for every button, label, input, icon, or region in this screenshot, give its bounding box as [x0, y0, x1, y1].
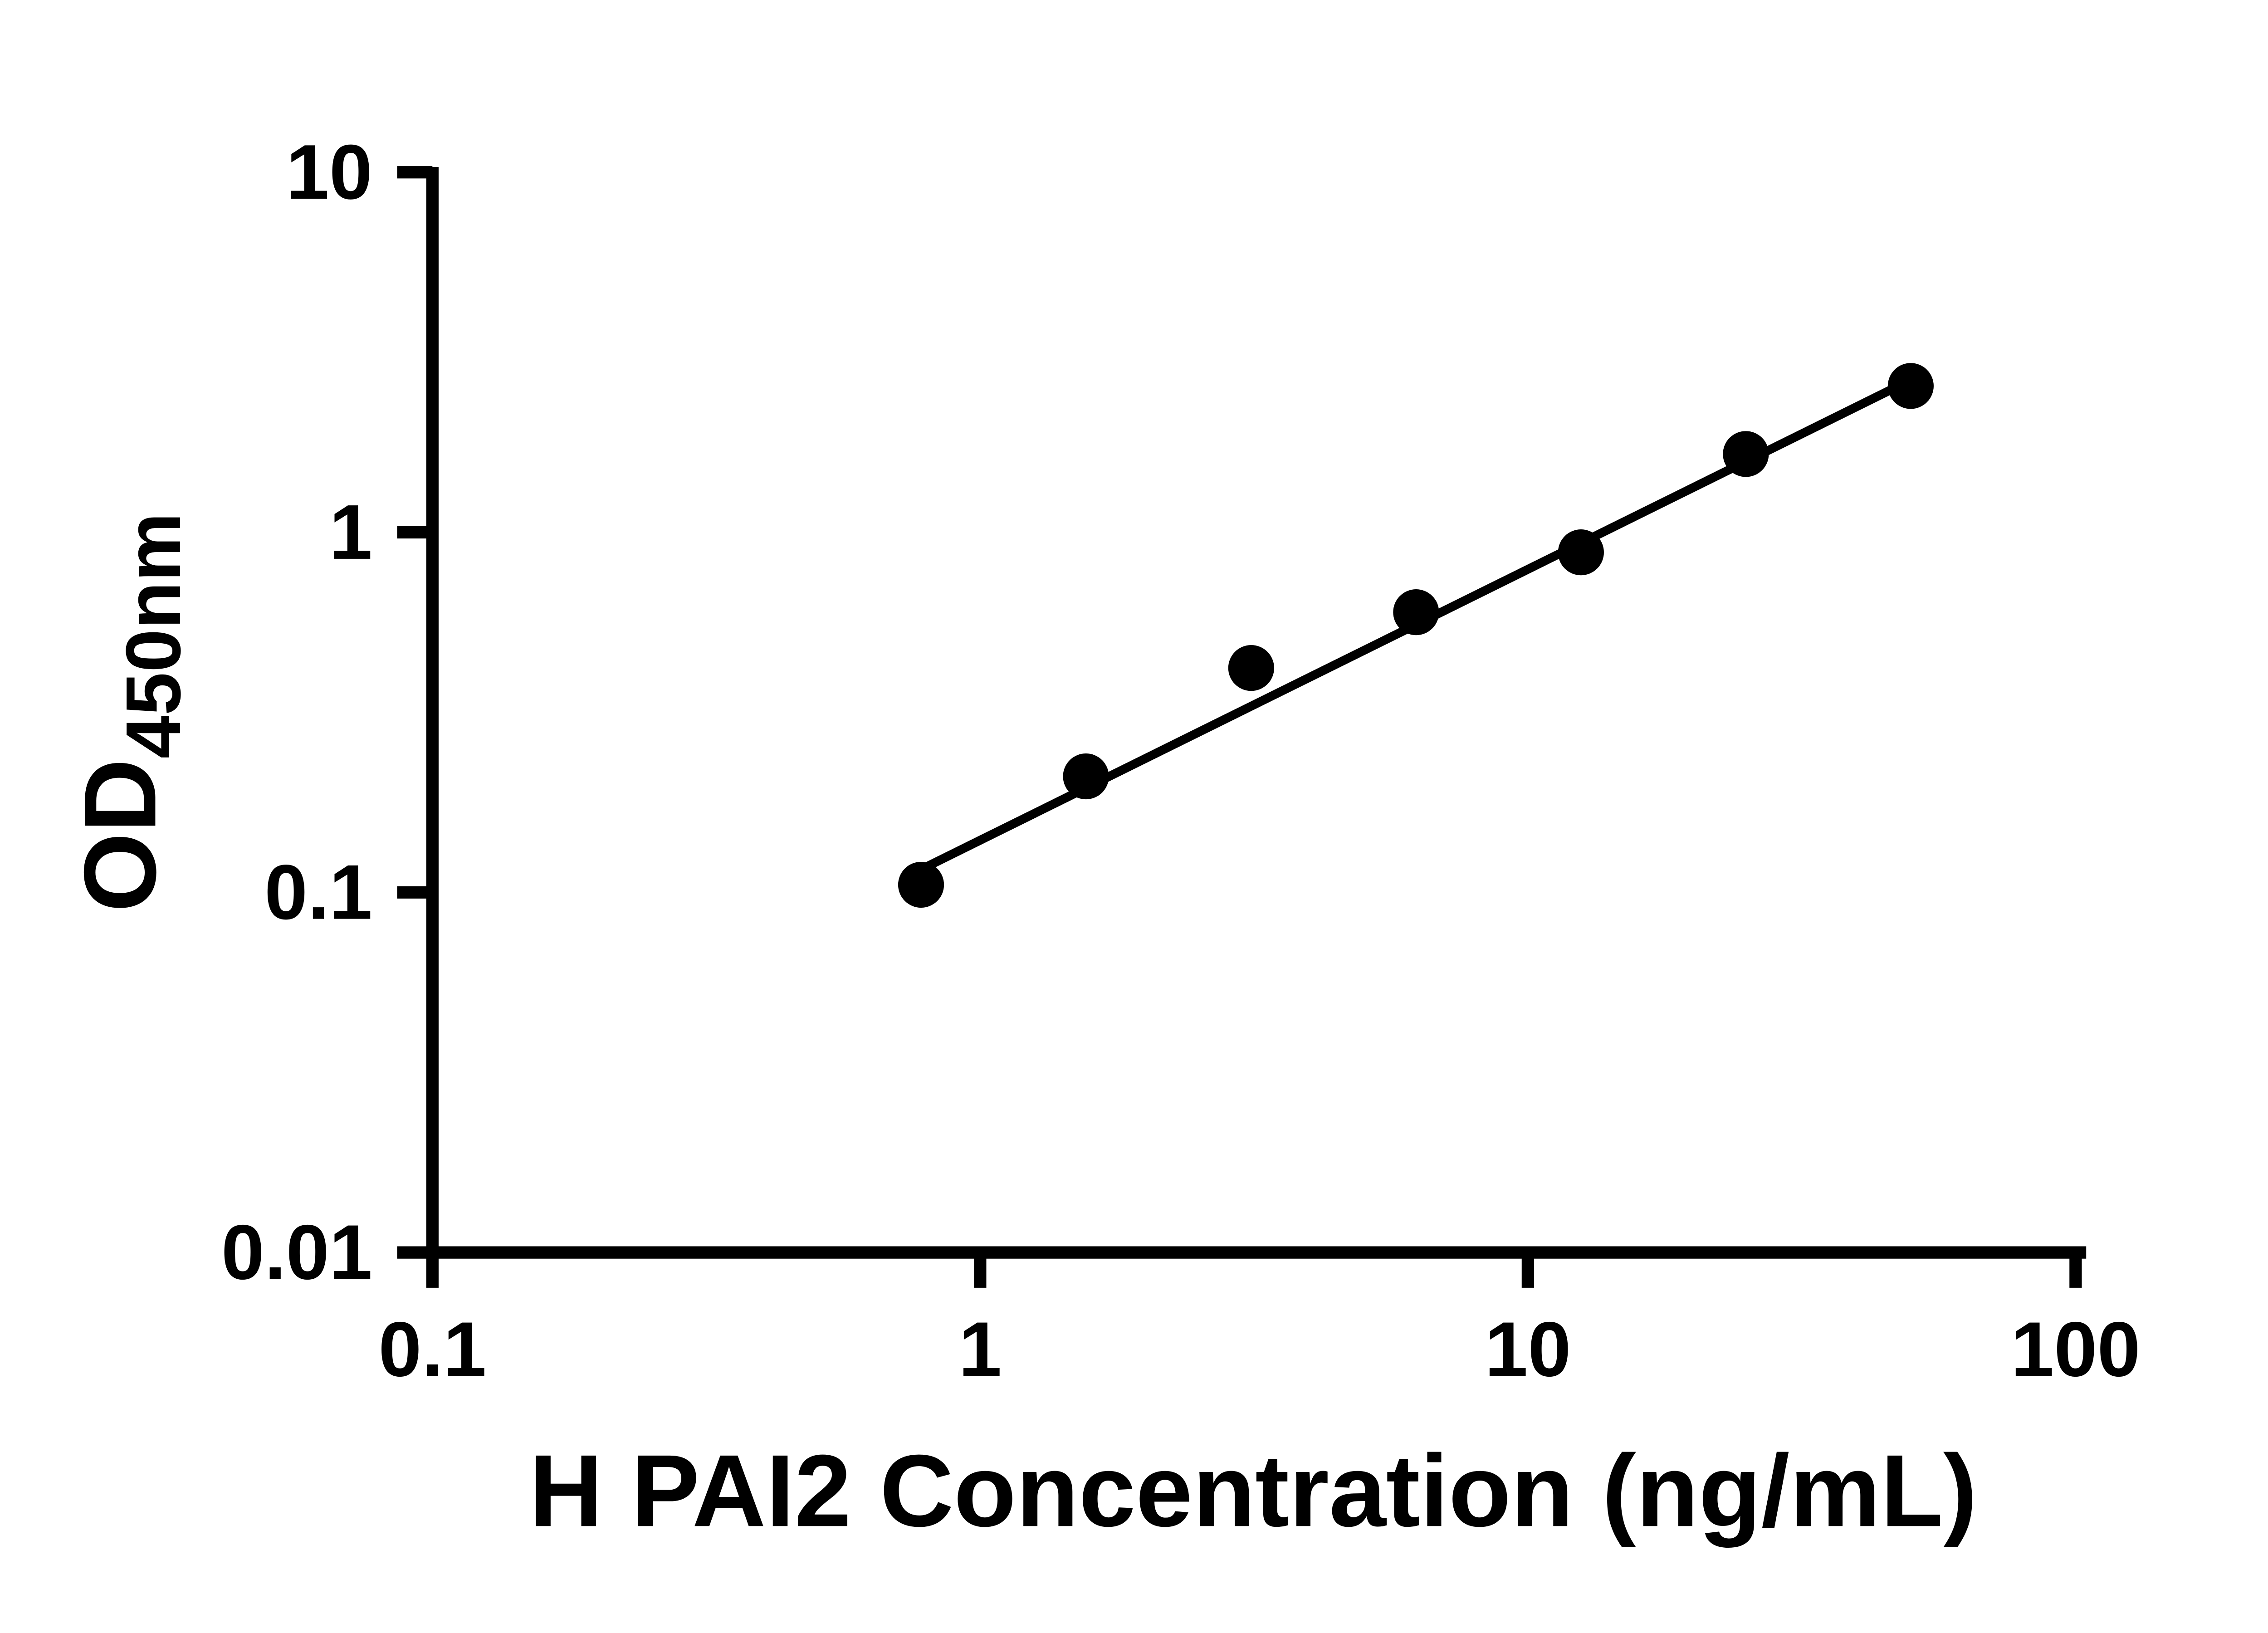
x-tick-label: 1	[958, 1306, 1002, 1393]
data-point	[1558, 529, 1604, 576]
x-tick-label: 100	[2011, 1306, 2141, 1393]
y-tick-label: 10	[286, 129, 372, 215]
y-tick-label: 1	[329, 489, 372, 576]
y-tick-label: 0.01	[221, 1209, 372, 1296]
y-axis-title-main: OD	[63, 758, 177, 912]
data-point	[1063, 753, 1109, 800]
y-axis-title: OD450nm	[63, 513, 196, 912]
y-tick-label: 0.1	[264, 849, 372, 936]
axes-spine	[426, 167, 2087, 1259]
x-tick-label: 0.1	[378, 1306, 486, 1393]
data-point	[898, 861, 944, 908]
data-point	[1887, 363, 1934, 409]
x-axis-title: H PAI2 Concentration (ng/mL)	[529, 1433, 1977, 1548]
y-axis-title-subscript: 450nm	[110, 513, 197, 758]
x-tick-label: 10	[1485, 1306, 1571, 1393]
data-point	[1723, 431, 1769, 477]
data-point	[1393, 589, 1439, 636]
data-point	[1228, 645, 1274, 691]
